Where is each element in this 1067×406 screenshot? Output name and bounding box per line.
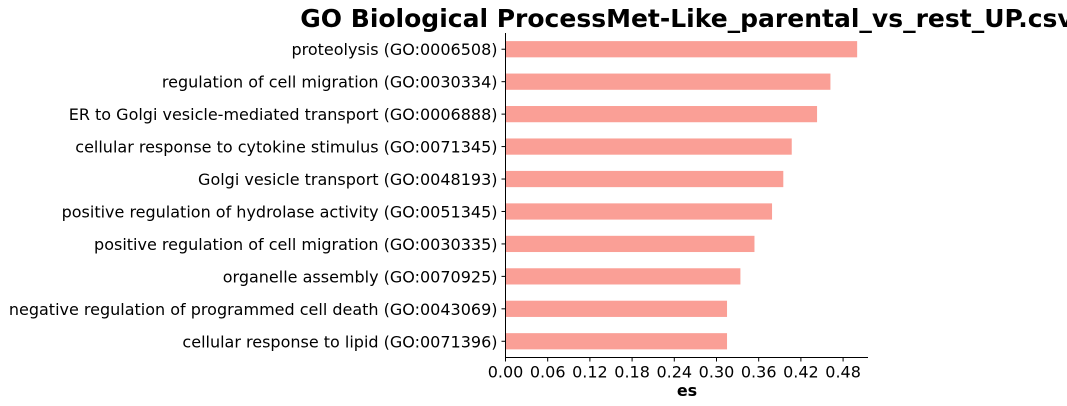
bar [505,170,784,188]
bar [505,41,858,58]
x-tick-label: 0.12 [572,363,608,382]
bar [505,106,818,123]
category-label: cellular response to cytokine stimulus (… [75,138,497,157]
bar [505,235,755,253]
x-tick-label: 0.36 [741,363,777,382]
category-label: ER to Golgi vesicle-mediated transport (… [69,105,498,124]
category-label: organelle assembly (GO:0070925) [223,267,498,286]
category-label: regulation of cell migration (GO:0030334… [162,73,498,92]
x-tick-label: 0.06 [530,363,566,382]
x-tick-label: 0.42 [783,363,819,382]
bars-layer [505,41,858,350]
bar [505,138,792,155]
bar [505,73,831,90]
category-label: positive regulation of cell migration (G… [94,235,497,254]
category-label: Golgi vesicle transport (GO:0048193) [198,170,497,189]
bar [505,203,773,220]
x-tick-label: 0.00 [488,363,524,382]
x-tick-label: 0.18 [614,363,650,382]
x-ticks: 0.00 0.06 0.12 0.18 0.24 0.30 0.36 0.42 0.48 [488,357,861,382]
category-label: positive regulation of hydrolase activit… [62,202,498,221]
category-label: cellular response to lipid (GO:0071396) [182,332,497,351]
bar [505,300,728,317]
chart-title: GO Biological ProcessMet-Like_parental_v… [300,4,1067,33]
bar [505,333,728,350]
x-tick-label: 0.30 [699,363,735,382]
x-tick-label: 0.48 [825,363,861,382]
category-label: negative regulation of programmed cell d… [9,300,498,319]
x-axis-label: es [677,381,697,400]
x-tick-label: 0.24 [656,363,692,382]
bar [505,268,741,285]
category-labels: proteolysis (GO:0006508) regulation of ce… [9,40,506,351]
category-label: proteolysis (GO:0006508) [291,40,497,59]
